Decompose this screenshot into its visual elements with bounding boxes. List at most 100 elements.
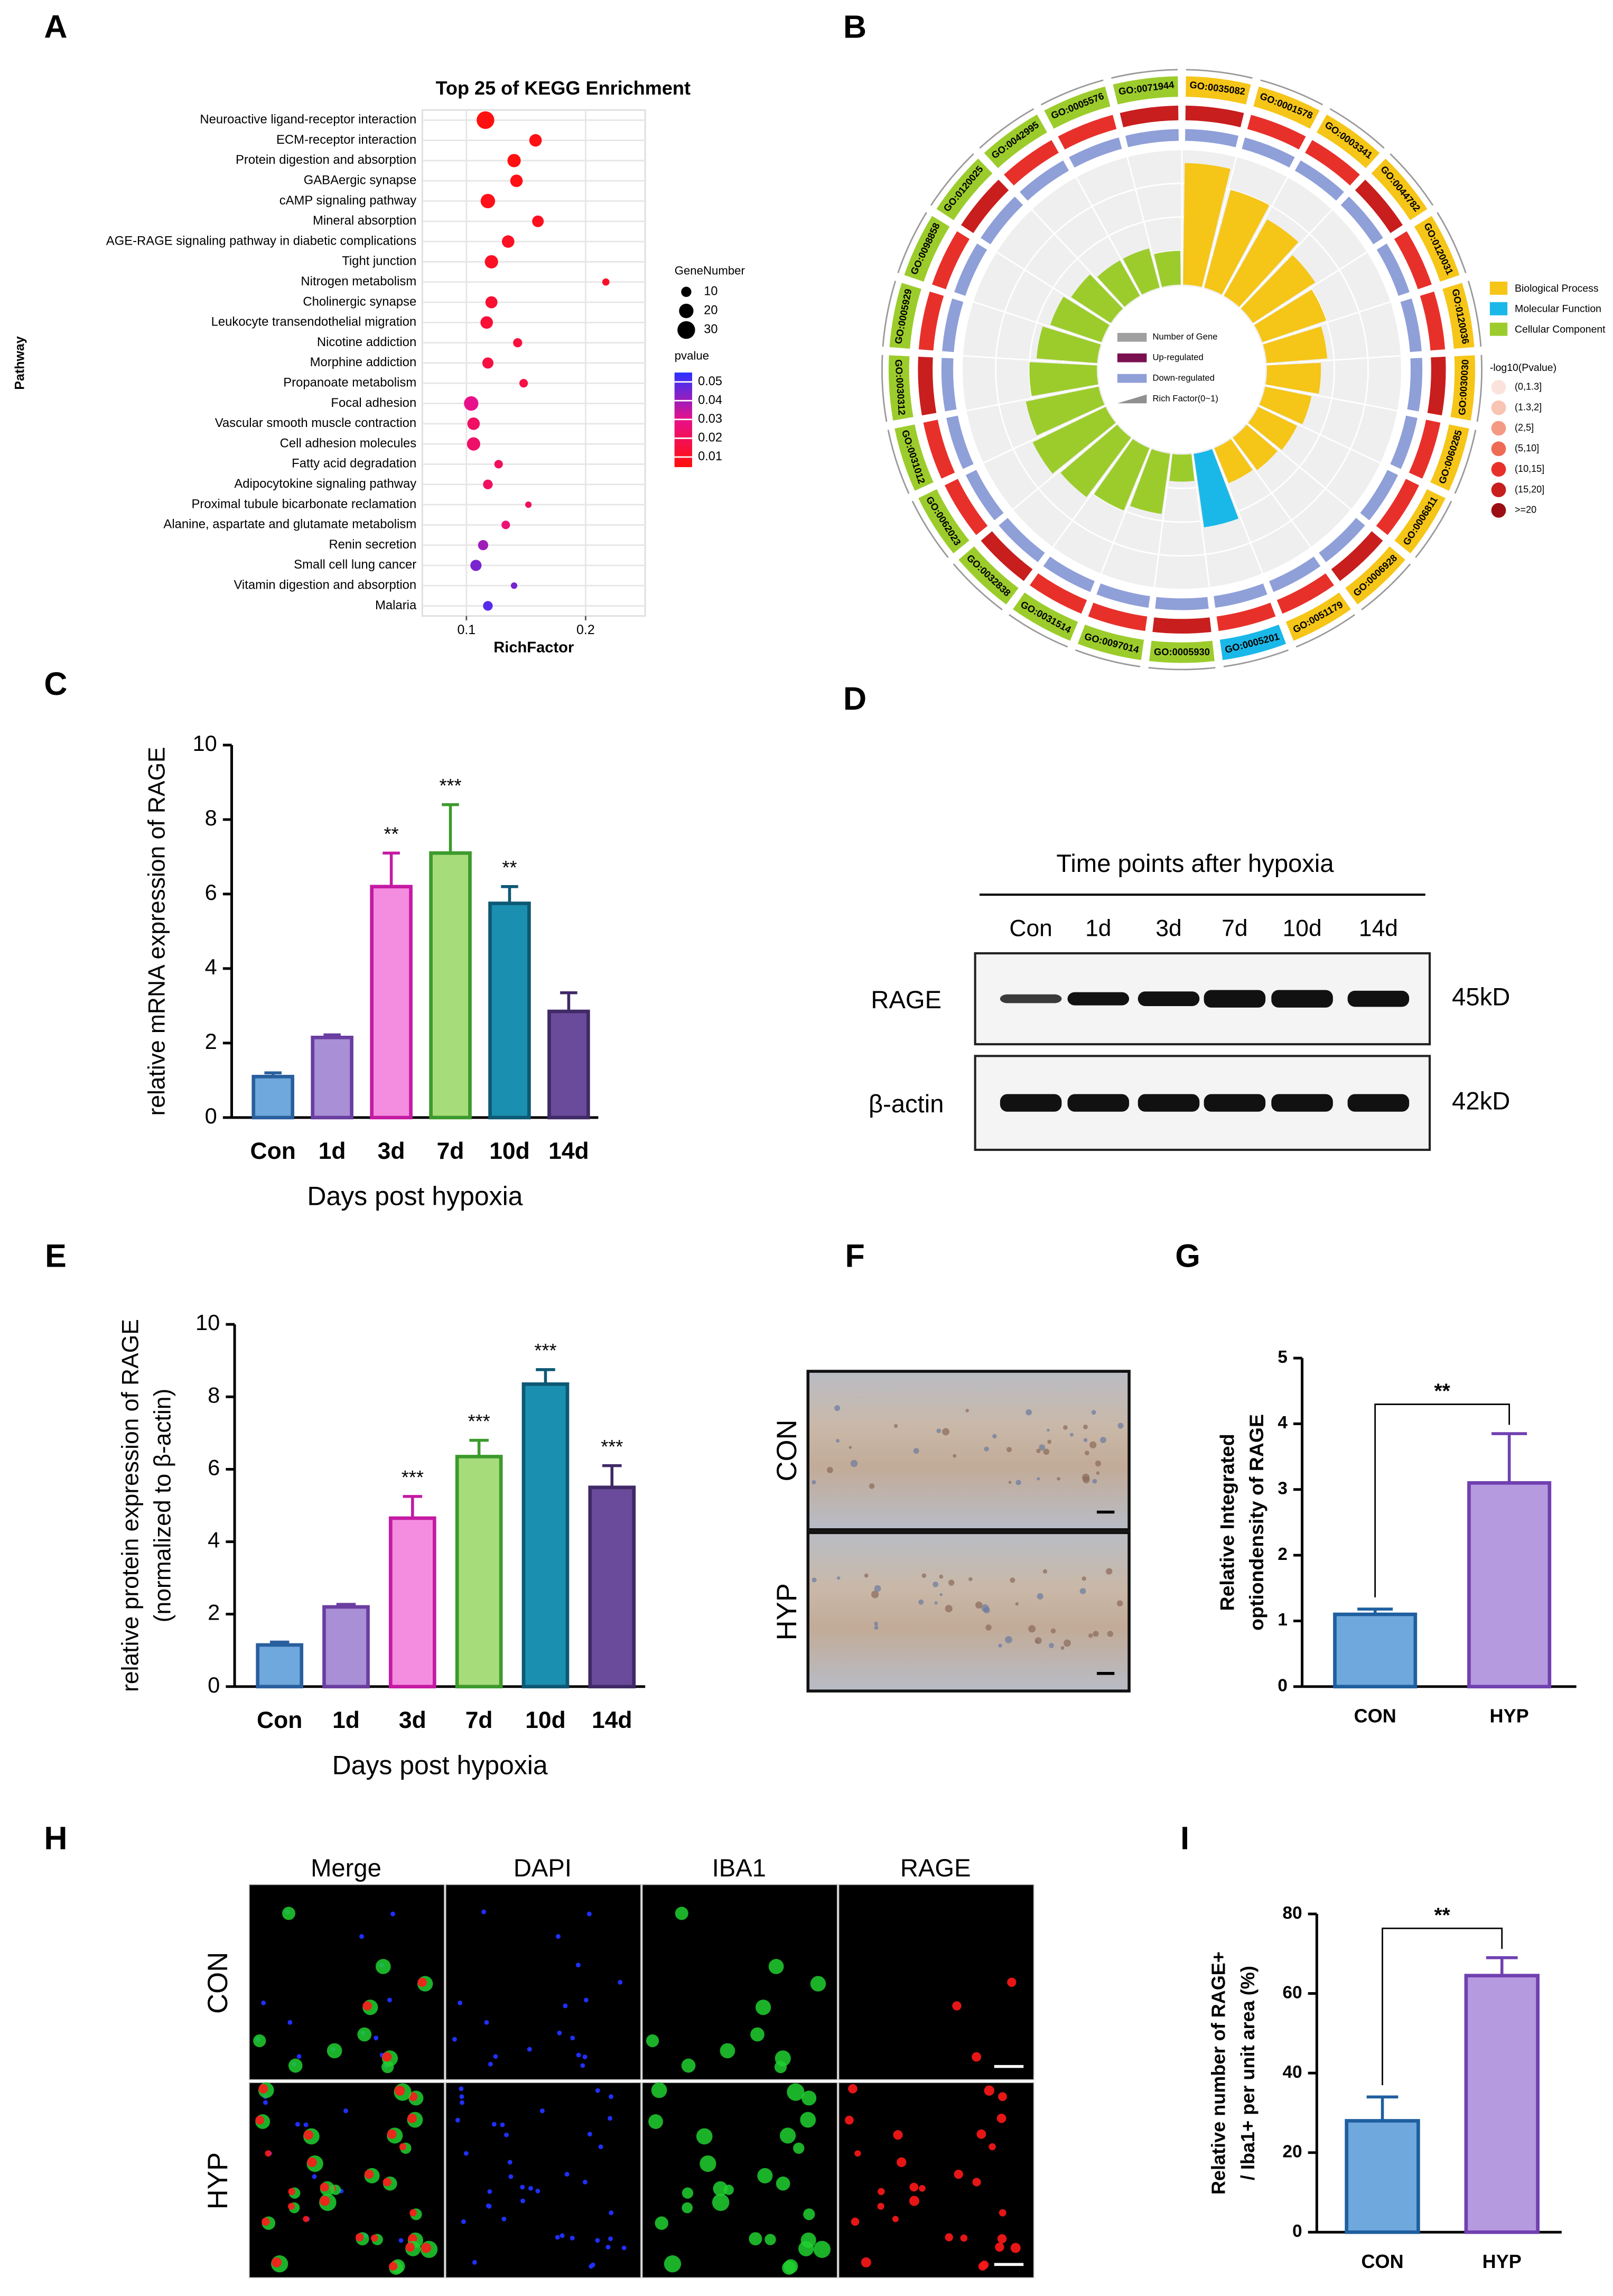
outer-scale	[1454, 430, 1477, 494]
microglia	[768, 1959, 784, 1974]
fluorescence-image	[445, 1884, 641, 2080]
error-bar	[264, 1071, 282, 1077]
pvalue-ring	[1058, 115, 1117, 150]
nucleus	[455, 2117, 460, 2123]
down-regulated-ring	[1407, 358, 1423, 412]
legend-swatch	[1489, 322, 1508, 336]
x-tick-label: 10d	[525, 1707, 566, 1733]
rage-signal	[960, 2234, 968, 2242]
outer-scale	[953, 563, 1003, 611]
category-ring	[1285, 592, 1351, 641]
rage-signal	[320, 2196, 330, 2206]
rich-factor-bar	[1204, 190, 1270, 295]
microglia	[651, 2082, 667, 2098]
chart-title: Top 25 of KEGG Enrichment	[436, 77, 691, 99]
y-tick-label: Renin secretion	[329, 537, 416, 552]
legend-title: pvalue	[675, 349, 709, 362]
rage-signal	[265, 2150, 272, 2157]
y-tick-label: Tight junction	[342, 254, 416, 268]
ihc-cell	[836, 1439, 840, 1443]
ihc-cell	[968, 1577, 973, 1582]
blot-band	[1347, 1094, 1410, 1112]
y-tick-label: 0	[205, 1103, 217, 1128]
microglia	[682, 2187, 694, 2199]
significance-label: **	[1434, 1380, 1451, 1403]
panel-label: I	[1180, 1820, 1189, 1856]
significance-label: **	[502, 857, 517, 878]
category-ring	[1186, 76, 1251, 105]
rage-signal	[999, 2209, 1006, 2217]
microglia	[675, 1907, 688, 1920]
legend-label: (15,20]	[1515, 484, 1544, 495]
rich-factor-bar	[1259, 386, 1312, 424]
ihc-cell	[1006, 1447, 1012, 1453]
colorbar-cell	[674, 449, 693, 453]
ihc-cell	[1028, 1625, 1036, 1633]
y-tick-label: 40	[1283, 2062, 1302, 2082]
significance-label: **	[384, 823, 399, 845]
size-legend-dot	[677, 321, 695, 339]
nucleus	[564, 2172, 570, 2177]
microglia	[787, 2083, 805, 2101]
y-tick-label: 2	[205, 1029, 217, 1054]
nucleus	[508, 2174, 514, 2179]
nucleus	[390, 1911, 395, 1917]
category-ring	[984, 114, 1048, 169]
ihc-image	[806, 1370, 1131, 1531]
ihc-cell	[826, 1467, 833, 1473]
nucleus	[463, 2151, 469, 2156]
pvalue-ring	[961, 180, 1009, 234]
rage-signal	[854, 2150, 861, 2157]
blot-band	[1347, 990, 1410, 1007]
down-regulated-ring	[1340, 197, 1383, 245]
lane-label: 7d	[1222, 915, 1247, 941]
ihc-cell	[834, 1405, 841, 1411]
bar	[1467, 1481, 1552, 1689]
bar	[547, 1009, 590, 1120]
microglia	[756, 2000, 771, 2015]
microglia	[793, 2142, 805, 2154]
microglia	[282, 1907, 295, 1920]
nucleus	[589, 2264, 594, 2269]
error-bar	[1486, 1956, 1518, 1976]
nucleus	[487, 2189, 492, 2194]
rage-signal	[954, 2169, 963, 2179]
rage-signal	[892, 2216, 899, 2223]
significance-label: ***	[402, 1466, 424, 1488]
category-ring	[904, 216, 950, 282]
outer-scale	[882, 281, 897, 347]
colorbar-cell	[674, 428, 693, 432]
size-label: 42kD	[1452, 1087, 1510, 1115]
nucleus	[570, 2235, 575, 2241]
down-regulated-ring	[1020, 160, 1069, 201]
bar	[251, 1075, 294, 1120]
nucleus	[609, 2210, 614, 2215]
ihc-cell	[1043, 1448, 1050, 1455]
panel-label: H	[44, 1820, 67, 1856]
blot-band	[1000, 994, 1062, 1003]
nucleus	[583, 1997, 589, 2003]
legend-dot	[1491, 400, 1506, 415]
rich-factor-bar	[1094, 439, 1150, 511]
microglia	[757, 2168, 773, 2183]
lane-label: 14d	[1359, 915, 1398, 941]
rich-factor-bar	[1050, 296, 1109, 342]
down-regulated-ring	[1360, 470, 1398, 520]
microglia	[713, 2181, 728, 2196]
nucleus	[570, 2035, 575, 2041]
rage-signal	[972, 2052, 982, 2062]
blot-band	[1204, 990, 1266, 1008]
error-bar	[269, 1640, 290, 1645]
pvalue-ring	[1427, 357, 1446, 416]
y-axis-label: Relative Integrated	[1216, 1434, 1238, 1611]
ihc-cell	[874, 1625, 879, 1630]
category-ring	[1219, 625, 1286, 661]
ihc-cell	[981, 1604, 989, 1612]
ihc-cell	[869, 1483, 875, 1489]
pvalue-ring	[1088, 602, 1148, 631]
legend-title: GeneNumber	[675, 264, 745, 277]
outer-scale	[930, 153, 974, 206]
pvalue-ring	[932, 231, 970, 290]
ihc-cell	[1062, 1425, 1068, 1430]
rich-factor-bar	[1169, 454, 1195, 482]
